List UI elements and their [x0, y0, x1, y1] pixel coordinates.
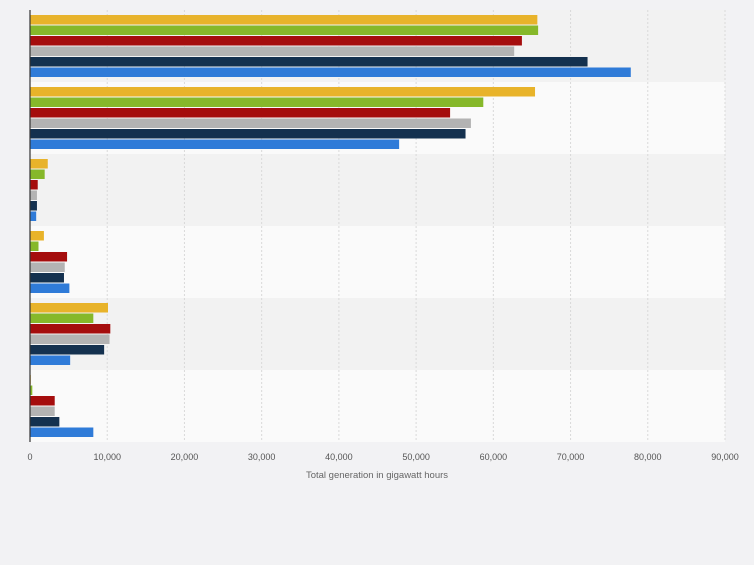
bar[interactable] [30, 180, 38, 190]
bar[interactable] [30, 324, 111, 334]
category-band [30, 298, 725, 370]
bar[interactable] [30, 15, 538, 25]
bar[interactable] [30, 406, 55, 417]
category-band [30, 370, 725, 442]
bar[interactable] [30, 385, 33, 396]
category-band [30, 226, 725, 298]
bar[interactable] [30, 108, 451, 118]
bar[interactable] [30, 190, 37, 201]
category-band [30, 154, 725, 226]
x-tick-label: 60,000 [480, 452, 508, 462]
x-tick-label: 0 [27, 452, 32, 462]
bar[interactable] [30, 139, 400, 150]
bar[interactable] [30, 118, 471, 129]
bar[interactable] [30, 231, 44, 241]
x-axis-label: Total generation in gigawatt hours [306, 470, 448, 481]
bar[interactable] [30, 252, 68, 262]
bar[interactable] [30, 262, 65, 273]
bar[interactable] [30, 36, 522, 46]
x-tick-label: 70,000 [557, 452, 585, 462]
bar[interactable] [30, 201, 37, 211]
x-tick-label: 30,000 [248, 452, 276, 462]
bar[interactable] [30, 303, 108, 313]
bar[interactable] [30, 159, 48, 169]
bar[interactable] [30, 129, 466, 139]
x-tick-label: 40,000 [325, 452, 353, 462]
bar[interactable] [30, 273, 64, 283]
bar[interactable] [30, 241, 39, 252]
x-tick-label: 90,000 [711, 452, 739, 462]
x-tick-label: 10,000 [93, 452, 121, 462]
bar[interactable] [30, 345, 105, 355]
bar[interactable] [30, 67, 631, 78]
bar[interactable] [30, 46, 515, 57]
bar[interactable] [30, 396, 55, 406]
bar[interactable] [30, 283, 70, 294]
bar[interactable] [30, 25, 539, 36]
bar[interactable] [30, 313, 94, 324]
bar[interactable] [30, 87, 536, 97]
bar[interactable] [30, 427, 94, 438]
x-tick-label: 80,000 [634, 452, 662, 462]
bar[interactable] [30, 169, 45, 180]
bar[interactable] [30, 211, 37, 222]
bar[interactable] [30, 417, 60, 427]
bar[interactable] [30, 57, 588, 67]
bar[interactable] [30, 355, 71, 366]
bar[interactable] [30, 334, 110, 345]
x-tick-label: 50,000 [402, 452, 430, 462]
bar[interactable] [30, 97, 484, 108]
x-tick-label: 20,000 [171, 452, 199, 462]
